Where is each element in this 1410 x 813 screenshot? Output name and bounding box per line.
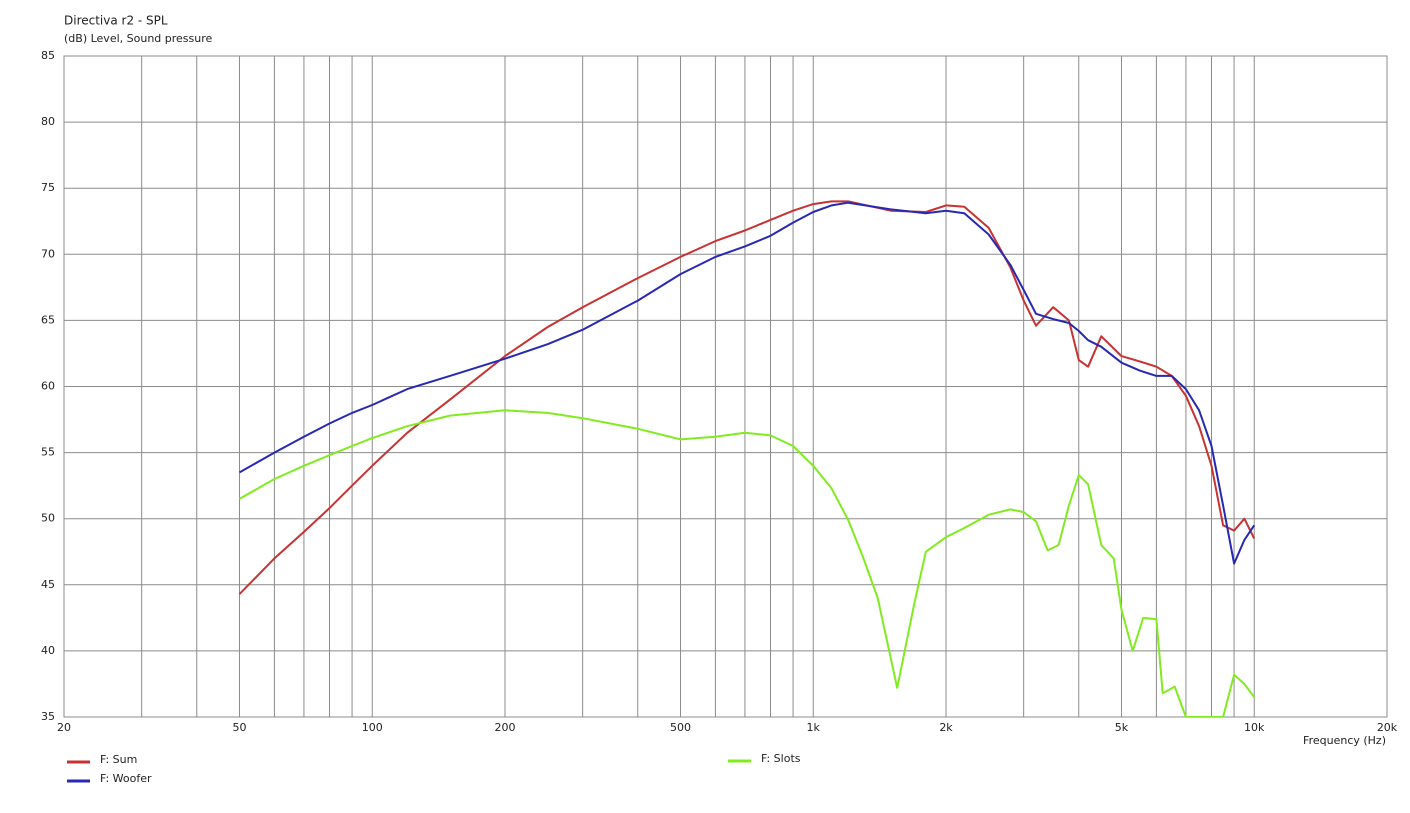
plot-lines	[238, 200, 1256, 717]
chart-title: Directiva r2 - SPL	[64, 14, 168, 28]
x-axis-label: Frequency (Hz)	[1303, 734, 1386, 747]
x-tick-label: 200	[495, 721, 516, 734]
series-line	[238, 200, 1256, 595]
legend-label: F: Slots	[761, 752, 801, 765]
y-tick-label: 80	[41, 115, 55, 128]
x-tick-label: 500	[670, 721, 691, 734]
x-tick-label: 1k	[807, 721, 821, 734]
x-tick-label: 20	[57, 721, 71, 734]
y-tick-label: 55	[41, 446, 55, 459]
x-tick-label: 5k	[1115, 721, 1129, 734]
y-tick-label: 45	[41, 578, 55, 591]
y-tick-label: 70	[41, 247, 55, 260]
y-tick-label: 50	[41, 512, 55, 525]
x-tick-label: 20k	[1377, 721, 1398, 734]
x-tick-label: 10k	[1244, 721, 1265, 734]
x-tick-label: 50	[232, 721, 246, 734]
x-tick-label: 100	[362, 721, 383, 734]
series-line	[239, 201, 1256, 565]
y-tick-label: 35	[41, 710, 55, 723]
legend-label: F: Woofer	[100, 772, 152, 785]
plot-border	[63, 55, 1388, 718]
x-tick-label: 2k	[939, 721, 953, 734]
chart-subtitle: (dB) Level, Sound pressure	[64, 32, 213, 45]
series-line	[239, 409, 1256, 717]
legend-label: F: Sum	[100, 753, 137, 766]
y-tick-label: 40	[41, 644, 55, 657]
y-tick-label: 85	[41, 49, 55, 62]
y-tick-label: 65	[41, 313, 55, 326]
y-tick-label: 60	[41, 380, 55, 393]
y-tick-label: 75	[41, 181, 55, 194]
